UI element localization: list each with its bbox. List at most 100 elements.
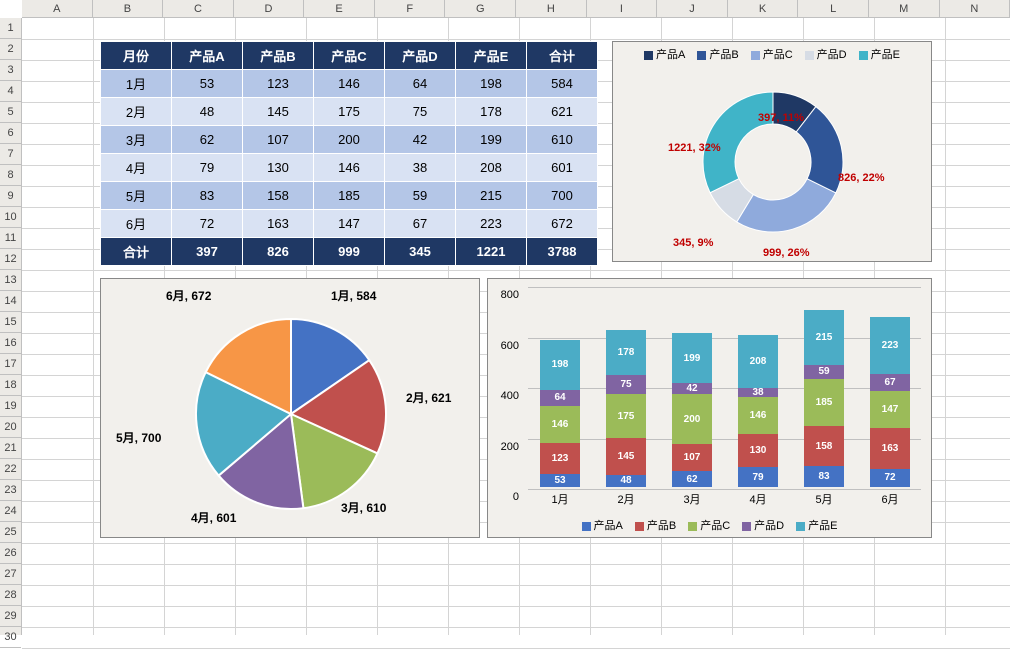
row-header-5[interactable]: 5: [0, 102, 21, 123]
row-header-21[interactable]: 21: [0, 438, 21, 459]
table-cell: 215: [456, 182, 527, 210]
row-header-14[interactable]: 14: [0, 291, 21, 312]
table-cell: 130: [243, 154, 314, 182]
row-header-11[interactable]: 11: [0, 228, 21, 249]
bar-segment: 59: [804, 365, 844, 380]
col-header-M[interactable]: M: [869, 0, 940, 17]
table-cell: 42: [385, 126, 456, 154]
legend-item: 产品D: [742, 517, 784, 533]
col-header-K[interactable]: K: [728, 0, 799, 17]
row-header-13[interactable]: 13: [0, 270, 21, 291]
bar-y-tick: 400: [501, 390, 519, 402]
bar-segment: 163: [870, 428, 910, 469]
bar-segment: 208: [738, 335, 778, 388]
row-header-30[interactable]: 30: [0, 627, 21, 648]
bar-segment: 198: [540, 340, 580, 390]
table-cell: 163: [243, 210, 314, 238]
bar-segment: 107: [672, 444, 712, 471]
row-header-10[interactable]: 10: [0, 207, 21, 228]
row-header-12[interactable]: 12: [0, 249, 21, 270]
row-header-15[interactable]: 15: [0, 312, 21, 333]
bar-segment: 75: [606, 375, 646, 394]
row-header-28[interactable]: 28: [0, 585, 21, 606]
col-header-B[interactable]: B: [93, 0, 164, 17]
bar-segment: 178: [606, 330, 646, 375]
col-header-C[interactable]: C: [163, 0, 234, 17]
row-header-19[interactable]: 19: [0, 396, 21, 417]
bar-segment: 42: [672, 383, 712, 394]
row-header-27[interactable]: 27: [0, 564, 21, 585]
table-cell: 6月: [101, 210, 172, 238]
row-header-24[interactable]: 24: [0, 501, 21, 522]
row-headers[interactable]: 1234567891011121314151617181920212223242…: [0, 18, 22, 635]
row-header-26[interactable]: 26: [0, 543, 21, 564]
row-header-29[interactable]: 29: [0, 606, 21, 627]
table-cell: 1月: [101, 70, 172, 98]
bar-segment: 130: [738, 434, 778, 467]
donut-data-label: 345, 9%: [673, 237, 713, 249]
table-row: 5月8315818559215700: [101, 182, 598, 210]
legend-item: 产品C: [688, 517, 730, 533]
col-header-F[interactable]: F: [375, 0, 446, 17]
row-header-17[interactable]: 17: [0, 354, 21, 375]
bar-segment: 175: [606, 394, 646, 438]
legend-item: 产品E: [796, 517, 837, 533]
bar-segment: 215: [804, 310, 844, 364]
row-header-23[interactable]: 23: [0, 480, 21, 501]
col-header-A[interactable]: A: [22, 0, 93, 17]
pie-chart[interactable]: 1月, 5842月, 6213月, 6104月, 6015月, 7006月, 6…: [100, 278, 480, 538]
row-header-7[interactable]: 7: [0, 144, 21, 165]
row-header-4[interactable]: 4: [0, 81, 21, 102]
bar-segment: 67: [870, 374, 910, 391]
bar-chart[interactable]: 0200400600800 53123146641984814517575178…: [487, 278, 932, 538]
legend-item: 产品A: [644, 46, 685, 62]
pie-data-label: 6月, 672: [166, 287, 211, 304]
table-cell: 5月: [101, 182, 172, 210]
row-header-9[interactable]: 9: [0, 186, 21, 207]
bar-y-axis: 0200400600800: [488, 287, 523, 487]
bar-segment: 185: [804, 379, 844, 426]
col-header-J[interactable]: J: [657, 0, 728, 17]
col-header-L[interactable]: L: [798, 0, 869, 17]
col-header-H[interactable]: H: [516, 0, 587, 17]
sheet-area[interactable]: 月份产品A产品B产品C产品D产品E合计 1月53123146641985842月…: [22, 18, 1010, 635]
table-cell: 123: [243, 70, 314, 98]
row-header-18[interactable]: 18: [0, 375, 21, 396]
table-cell: 48: [172, 98, 243, 126]
col-header-G[interactable]: G: [445, 0, 516, 17]
table-header-cell: 产品C: [314, 42, 385, 70]
table-cell: 合计: [101, 238, 172, 266]
row-header-20[interactable]: 20: [0, 417, 21, 438]
table-cell: 146: [314, 70, 385, 98]
table-cell: 3788: [527, 238, 598, 266]
table-cell: 62: [172, 126, 243, 154]
donut-data-label: 397, 11%: [758, 112, 804, 124]
table-cell: 223: [456, 210, 527, 238]
col-header-E[interactable]: E: [304, 0, 375, 17]
row-header-22[interactable]: 22: [0, 459, 21, 480]
donut-data-label: 1221, 32%: [668, 142, 721, 154]
bar-segment: 79: [738, 467, 778, 487]
bar-legend: 产品A产品B产品C产品D产品E: [488, 517, 931, 533]
table-header-cell: 产品D: [385, 42, 456, 70]
donut-chart[interactable]: 产品A产品B产品C产品D产品E 397, 11%826, 22%999, 26%…: [612, 41, 932, 262]
table-cell: 584: [527, 70, 598, 98]
row-header-6[interactable]: 6: [0, 123, 21, 144]
col-header-I[interactable]: I: [587, 0, 658, 17]
donut-svg: [663, 72, 883, 252]
table-cell: 208: [456, 154, 527, 182]
table-cell: 64: [385, 70, 456, 98]
row-header-2[interactable]: 2: [0, 39, 21, 60]
row-header-25[interactable]: 25: [0, 522, 21, 543]
col-header-N[interactable]: N: [940, 0, 1010, 17]
table-cell: 185: [314, 182, 385, 210]
row-header-3[interactable]: 3: [0, 60, 21, 81]
bar-x-label: 1月: [530, 491, 590, 507]
row-header-1[interactable]: 1: [0, 18, 21, 39]
bar-segment: 145: [606, 438, 646, 475]
column-headers[interactable]: ABCDEFGHIJKLMN: [22, 0, 1010, 18]
col-header-D[interactable]: D: [234, 0, 305, 17]
row-header-16[interactable]: 16: [0, 333, 21, 354]
row-header-8[interactable]: 8: [0, 165, 21, 186]
table-cell: 79: [172, 154, 243, 182]
